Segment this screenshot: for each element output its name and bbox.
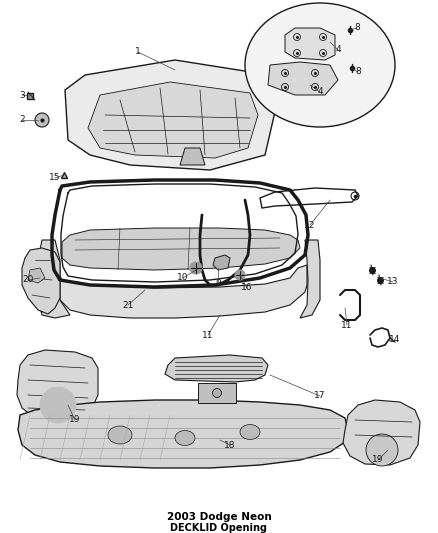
Text: 16: 16 [241, 284, 253, 293]
Circle shape [212, 389, 222, 398]
Text: 10: 10 [177, 273, 189, 282]
Circle shape [190, 262, 202, 274]
Text: 4: 4 [335, 45, 341, 54]
Text: 4: 4 [317, 87, 323, 96]
Polygon shape [300, 240, 320, 318]
Text: 8: 8 [354, 23, 360, 33]
Circle shape [35, 113, 49, 127]
Polygon shape [213, 255, 230, 270]
Text: 19: 19 [372, 456, 384, 464]
Text: 11: 11 [341, 320, 353, 329]
Text: 18: 18 [224, 440, 236, 449]
Text: 17: 17 [314, 392, 326, 400]
Polygon shape [22, 248, 60, 314]
Polygon shape [65, 60, 280, 170]
Polygon shape [17, 350, 98, 422]
Polygon shape [180, 148, 205, 165]
Text: 2003 Dodge Neon: 2003 Dodge Neon [166, 512, 272, 522]
Polygon shape [165, 355, 268, 382]
Text: DECKLID Opening: DECKLID Opening [170, 523, 268, 533]
Ellipse shape [108, 426, 132, 444]
Text: 14: 14 [389, 335, 401, 344]
Circle shape [235, 270, 245, 280]
Text: 21: 21 [122, 301, 134, 310]
Text: 1: 1 [135, 47, 141, 56]
Ellipse shape [245, 3, 395, 127]
Polygon shape [18, 400, 348, 468]
Bar [198, 383, 236, 403]
Circle shape [40, 387, 76, 423]
Polygon shape [55, 260, 307, 318]
Polygon shape [268, 62, 338, 95]
Polygon shape [28, 268, 45, 283]
Ellipse shape [175, 431, 195, 446]
Circle shape [366, 434, 398, 466]
Text: 13: 13 [387, 278, 399, 287]
Text: 19: 19 [69, 416, 81, 424]
Polygon shape [38, 240, 70, 318]
Polygon shape [285, 28, 335, 60]
Text: 8: 8 [355, 68, 361, 77]
Text: 12: 12 [304, 221, 316, 230]
Text: 3: 3 [19, 91, 25, 100]
Ellipse shape [240, 424, 260, 440]
Polygon shape [88, 82, 258, 158]
Text: 15: 15 [49, 174, 61, 182]
Polygon shape [62, 228, 300, 270]
Text: 9: 9 [215, 279, 221, 288]
Text: 2: 2 [19, 116, 25, 125]
Text: 11: 11 [202, 330, 214, 340]
Polygon shape [343, 400, 420, 465]
Text: 20: 20 [22, 276, 34, 285]
